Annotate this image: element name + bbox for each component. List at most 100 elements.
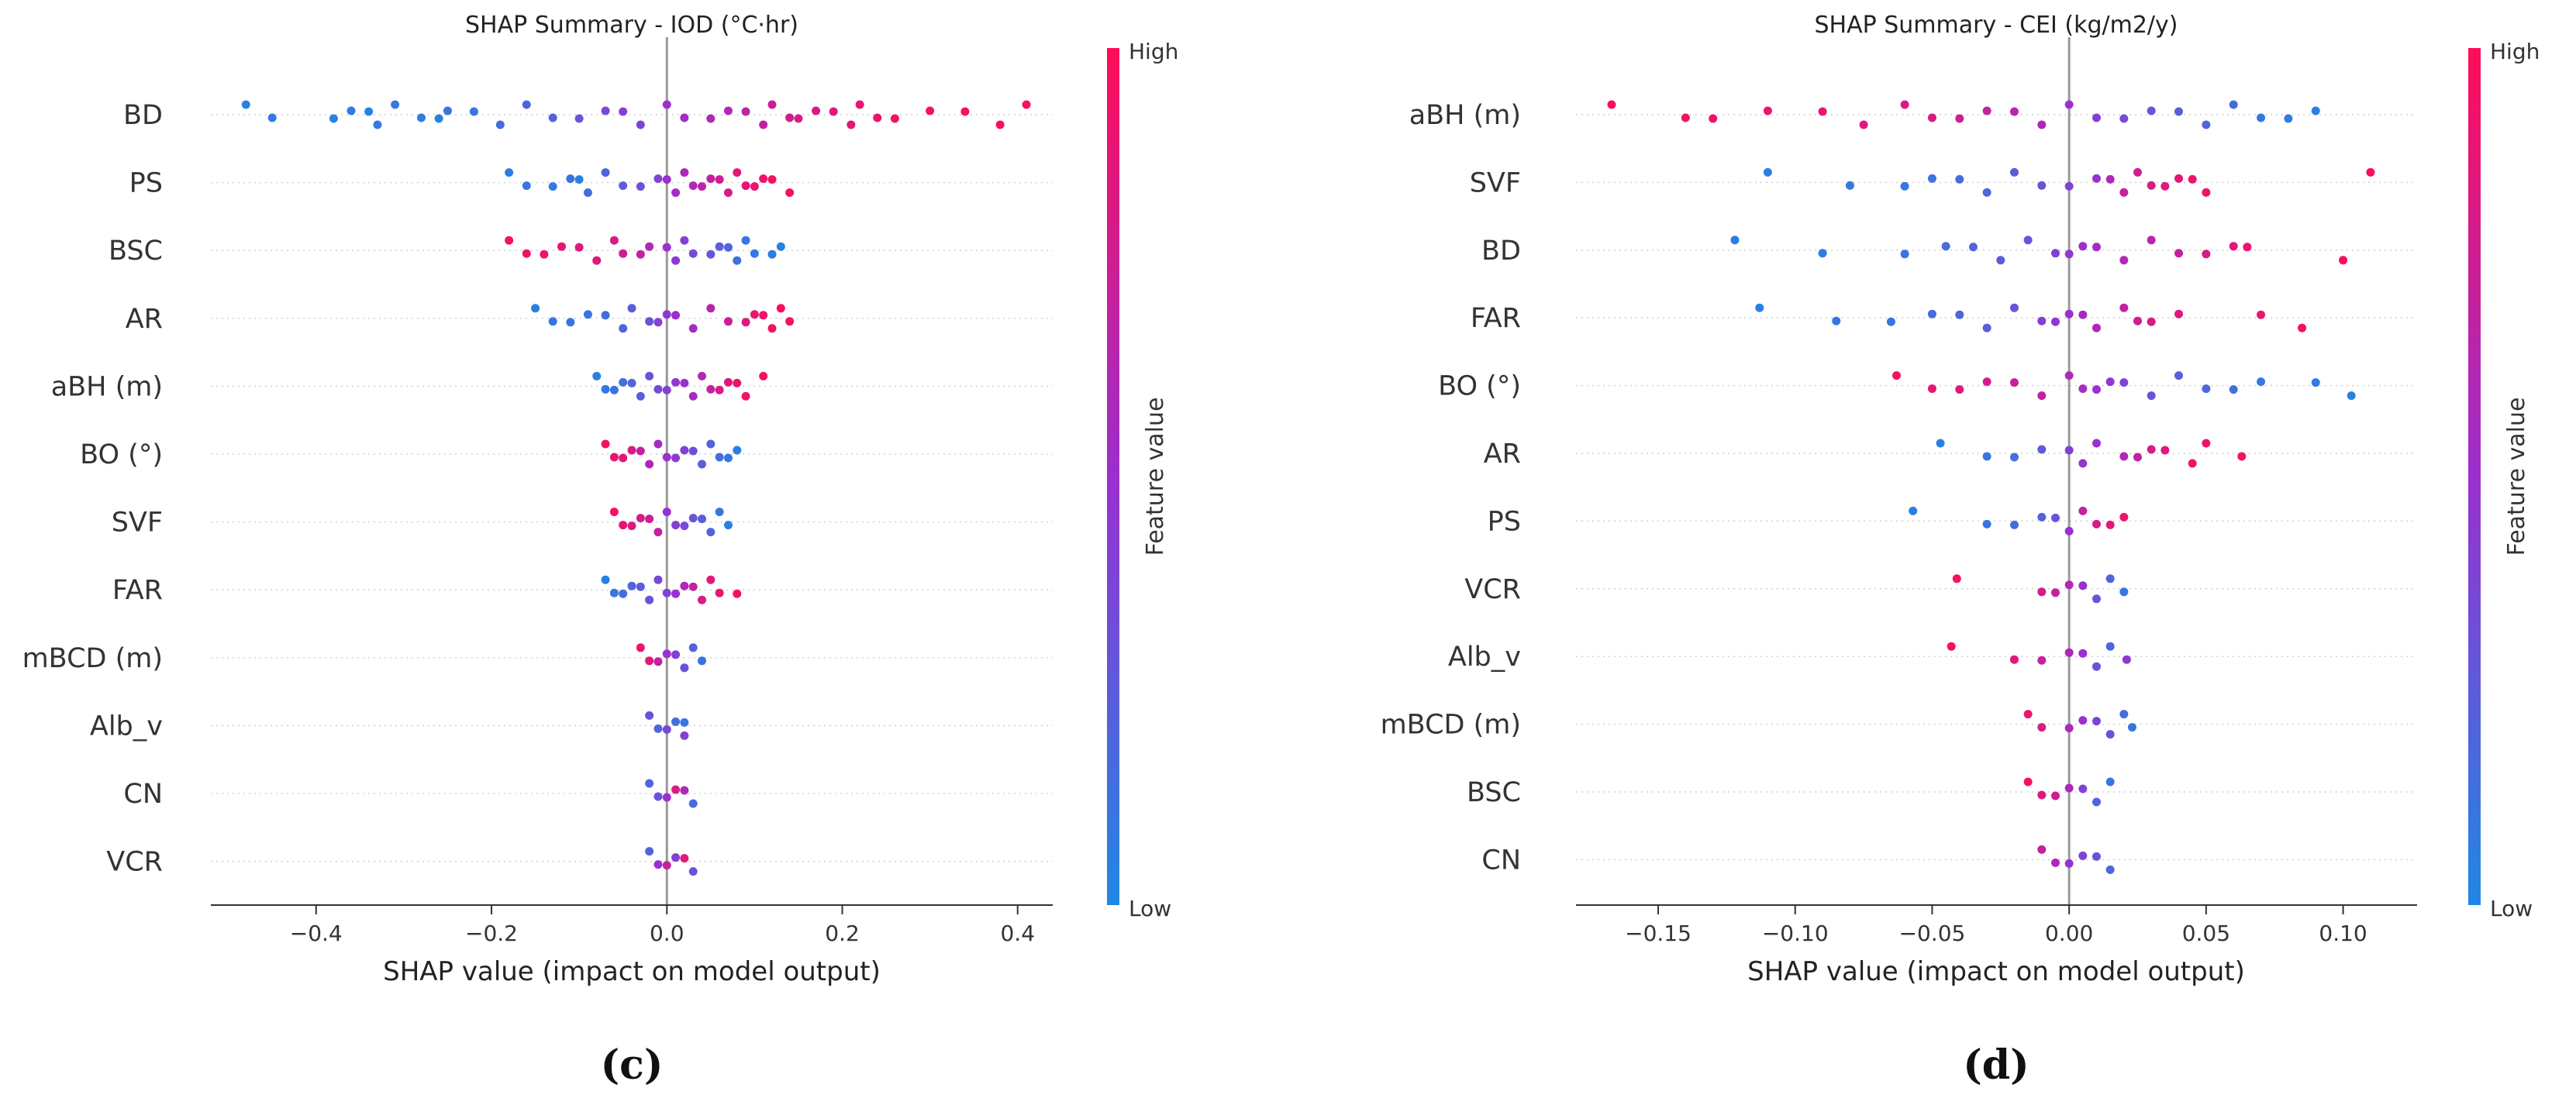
shap-dot: [706, 174, 716, 184]
shap-dot: [680, 786, 689, 795]
shap-dot: [767, 175, 777, 184]
shap-dot: [785, 188, 795, 198]
shap-dot: [662, 861, 671, 870]
shap-dot: [680, 663, 689, 673]
feature-label: BSC: [109, 236, 163, 267]
feature-label: Alb_v: [1448, 642, 1521, 673]
feature-label: BD: [1481, 236, 1521, 267]
colorbar-low-label: Low: [2490, 896, 2533, 921]
shap-dot: [653, 860, 663, 869]
feature-label: BD: [123, 100, 163, 131]
shap-dot: [688, 391, 698, 401]
x-axis-label: SHAP value (impact on model output): [1747, 956, 2245, 987]
shap-dot: [706, 250, 716, 259]
shap-dot: [2188, 459, 2197, 468]
shap-dot: [759, 371, 768, 380]
shap-dot: [2009, 453, 2019, 462]
shap-dot: [715, 588, 724, 597]
shap-dot: [1982, 519, 1991, 528]
shap-dot: [671, 256, 681, 265]
shap-dot: [2091, 852, 2101, 861]
shap-dot: [609, 508, 619, 517]
shap-dot: [2037, 120, 2047, 129]
shap-dot: [241, 100, 250, 109]
shap-dot: [2202, 250, 2211, 259]
shap-dot: [1955, 114, 1964, 123]
shap-dot: [329, 114, 338, 123]
feature-label: Alb_v: [90, 711, 163, 742]
shap-dot: [645, 242, 654, 251]
shap-dot: [645, 317, 654, 326]
shap-dot: [1955, 174, 1964, 184]
colorbar-gradient: [2468, 48, 2481, 905]
shap-dot: [890, 114, 899, 123]
shap-dot: [619, 377, 628, 387]
feature-label: aBH (m): [1409, 100, 1521, 131]
shap-dot: [2202, 188, 2211, 197]
shap-dot: [2064, 648, 2074, 657]
shap-dot: [2050, 588, 2060, 597]
shap-dot: [2091, 439, 2101, 448]
shap-dot: [2119, 114, 2129, 123]
shap-dot: [2133, 316, 2143, 325]
shap-dot: [653, 575, 663, 584]
shap-dot: [2050, 317, 2060, 326]
feature-label: SVF: [112, 508, 163, 539]
shap-dot: [2347, 391, 2356, 401]
shap-dot: [926, 106, 935, 115]
shap-dot: [2229, 242, 2238, 251]
shap-dot: [1982, 323, 1991, 332]
shap-dot: [522, 181, 531, 191]
shap-dot: [2122, 655, 2131, 664]
shap-dot: [2064, 580, 2074, 590]
shap-dot: [2064, 371, 2074, 380]
shap-dot: [540, 250, 549, 259]
shap-dot: [2037, 181, 2047, 190]
shap-dot: [364, 107, 374, 116]
shap-dot: [1955, 385, 1964, 394]
shap-dot: [2105, 377, 2115, 387]
x-tick-label: 0.00: [2045, 921, 2093, 946]
shap-dot: [601, 106, 610, 115]
shap-dot: [688, 582, 698, 591]
shap-dot: [662, 725, 671, 734]
shap-dot: [688, 799, 698, 808]
shap-dot: [706, 384, 716, 394]
shap-dot: [688, 514, 698, 523]
shap-dot: [671, 717, 681, 726]
shap-dot: [574, 114, 584, 123]
shap-dot: [2078, 851, 2088, 860]
shap-dot: [662, 508, 671, 517]
shap-dot: [2091, 174, 2101, 183]
x-tick-label: −0.05: [1899, 921, 1966, 946]
shap-dot: [2127, 723, 2136, 732]
shap-dot: [2078, 649, 2088, 658]
shap-dot: [653, 724, 663, 733]
shap-dot: [627, 304, 636, 313]
shap-dot: [662, 175, 671, 184]
shap-dot: [2037, 656, 2047, 665]
shap-dot: [1730, 236, 1740, 245]
shap-dot: [2119, 188, 2129, 197]
shap-dot: [2009, 107, 2019, 116]
feature-label: mBCD (m): [1381, 710, 1521, 741]
shap-dot: [522, 249, 531, 258]
shap-dot: [2091, 594, 2101, 604]
shap-dot: [680, 718, 689, 727]
colorbar-high-label: High: [1129, 39, 1178, 64]
shap-dot: [873, 113, 882, 122]
shap-dot: [2119, 303, 2129, 312]
shap-dot: [1900, 100, 1909, 109]
shap-dot: [680, 854, 689, 863]
x-tick-label: −0.2: [465, 921, 518, 946]
shap-dot: [688, 643, 698, 652]
shap-dot: [2064, 783, 2074, 793]
shap-dot: [680, 446, 689, 455]
shap-dot: [627, 581, 636, 590]
shap-dot: [1607, 100, 1616, 109]
shap-dot: [583, 310, 592, 319]
shap-dot: [601, 168, 610, 177]
shap-dot: [741, 236, 750, 245]
shap-dot: [706, 114, 716, 123]
